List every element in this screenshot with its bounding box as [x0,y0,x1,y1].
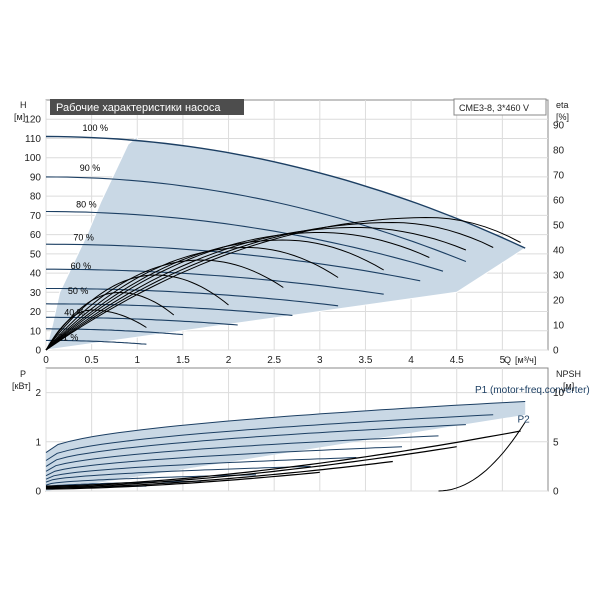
model-label: CME3-8, 3*460 V [459,103,529,113]
speed-label: 100 % [83,123,109,133]
y-tick-label: 50 [30,249,42,260]
efficiency-curve [45,216,521,351]
power-plot: P1 (motor+freq.converter) P2 0 1 2 0 5 10 [35,367,590,498]
y-tick-label: 0 [35,346,41,357]
head-curve [45,176,467,263]
x-tick-label: 4.5 [450,355,464,366]
p1-curve [45,446,403,477]
eta-tick-label: 10 [553,321,565,332]
p2-curve [46,460,393,489]
p2-curve [45,446,457,488]
efficiency-curve [45,232,430,351]
p-axis-label: P [20,369,26,379]
x-tick-label: 1 [134,355,140,366]
h-axis-unit: [м] [14,112,25,122]
x-tick-label: 0.5 [85,355,99,366]
p2-curve [46,471,320,490]
head-curve [45,243,421,282]
x-tick-label: 2 [226,355,232,366]
p1-curve [45,414,494,461]
eta-tick-label: 60 [553,196,565,207]
performance-plot: 100 % 90 % 80 % 70 % 60 % 50 % 40 % 21 % 0 0.5 1 1.… [24,99,565,366]
p1-curve [45,401,526,454]
y-tick-label: 120 [24,115,41,126]
y-tick-label: 90 [30,172,42,183]
speed-label: 21 % [58,332,79,342]
q-axis-label: Q [504,355,511,365]
speed-label: 60 % [71,261,92,271]
eta-axis-label: eta [556,100,569,110]
efficiency-curve [45,239,384,351]
speed-label: 90 % [80,163,101,173]
y-tick-label: 70 [30,211,42,222]
head-curve [45,210,444,272]
x-tick-label: 3.5 [359,355,373,366]
p1-curve [45,465,311,483]
speed-label: 40 % [64,307,85,317]
eta-tick-label: 90 [553,121,565,132]
x-tick-label: 4 [408,355,414,366]
x-tick-label: 2.5 [267,355,281,366]
head-curve [46,287,339,307]
p1-curve [45,435,439,472]
p1-legend: P1 (motor+freq.converter) [475,385,590,396]
npsh-tick-label: 0 [553,487,559,498]
eta-tick-label: 30 [553,271,565,282]
eta-axis-unit: [%] [556,112,569,122]
y-tick-label: 10 [30,326,42,337]
y-tick-label: 80 [30,192,42,203]
y-tick-label: 40 [30,269,42,280]
q-axis-unit: [м³/ч] [515,355,536,365]
eta-tick-label: 20 [553,296,565,307]
efficiency-curve [45,247,339,351]
y-tick-label: 30 [30,288,42,299]
eta-tick-label: 40 [553,246,565,257]
chart-title: Рабочие характеристики насоса [56,102,221,114]
head-curve [46,339,147,345]
npsh-axis-label: NPSH [556,369,581,379]
speed-label: 50 % [68,286,89,296]
head-curve [46,268,384,295]
x-tick-label: 0 [43,355,49,366]
power-tick-label: 0 [35,487,41,498]
p2-curve [45,430,521,487]
eta-tick-label: 50 [553,221,565,232]
power-tick-label: 2 [35,388,41,399]
speed-label: 80 % [76,200,97,210]
y-tick-label: 100 [24,153,41,164]
eta-tick-label: 70 [553,171,565,182]
h-axis-label: H [20,100,27,110]
power-range-area [46,401,526,491]
power-tick-label: 1 [35,437,41,448]
p1-curve [45,424,466,467]
npsh-curve [438,421,526,492]
npsh-tick-label: 10 [553,388,565,399]
x-tick-label: 5 [500,355,506,366]
model-box [453,98,547,116]
p2-legend: P2 [518,415,531,426]
p-axis-unit: [кВт] [12,381,31,391]
title-box [50,99,244,115]
p1-curve [45,457,357,480]
npsh-axis-unit: [м] [563,381,574,391]
npsh-tick-label: 5 [553,437,559,448]
x-tick-label: 1.5 [176,355,190,366]
eta-tick-label: 0 [553,346,559,357]
efficiency-curve [45,309,147,351]
x-tick-label: 3 [317,355,323,366]
eta-tick-label: 80 [553,146,565,157]
p1-curve [45,474,256,486]
y-tick-label: 60 [30,230,42,241]
head-curve [45,135,526,249]
y-tick-label: 20 [30,307,42,318]
efficiency-curve [45,221,494,351]
speed-label: 70 % [73,232,94,242]
efficiency-curve [45,259,284,351]
efficiency-curve [45,227,467,351]
head-curve [46,328,183,336]
y-tick-label: 110 [25,134,41,145]
